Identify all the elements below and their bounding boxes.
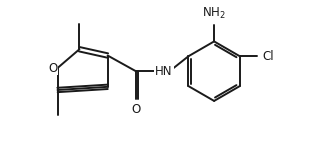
Text: HN: HN: [155, 65, 173, 78]
Text: O: O: [131, 103, 140, 116]
Text: NH$_2$: NH$_2$: [202, 6, 226, 21]
Text: Cl: Cl: [263, 50, 275, 63]
Text: O: O: [48, 61, 57, 75]
